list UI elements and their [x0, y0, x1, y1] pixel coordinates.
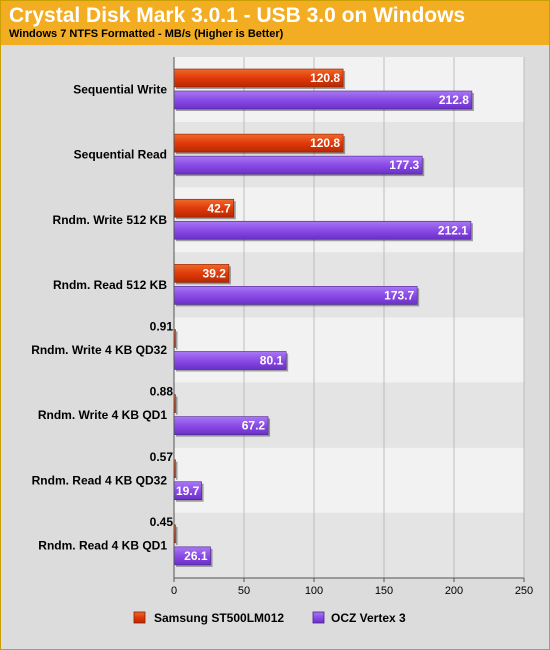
category-bands — [174, 57, 524, 578]
bar-shadow — [176, 461, 178, 480]
category-band — [174, 447, 524, 513]
category-band — [174, 57, 524, 123]
bar-shadow — [176, 396, 178, 415]
bar-value-label: 0.91 — [150, 320, 174, 334]
x-tick-label: 150 — [375, 585, 393, 597]
bars: Sequential Write 120.8 212.8 Sequential Rea… — [31, 68, 474, 567]
x-tick-label: 250 — [515, 585, 533, 597]
x-tick-label: 100 — [305, 585, 323, 597]
category-label: Rndm. Read 512 KB — [53, 278, 167, 292]
chart-subtitle: Windows 7 NTFS Formatted - MB/s (Higher … — [9, 28, 284, 40]
bar-ocz-vertex-3 — [173, 155, 423, 175]
bar-value-label: 42.7 — [207, 201, 231, 215]
category-band — [174, 382, 524, 448]
category-band — [174, 252, 524, 318]
bar-value-label: 212.1 — [438, 223, 468, 237]
category-label: Rndm. Write 512 KB — [53, 213, 168, 227]
bar-value-label: 19.7 — [176, 484, 200, 498]
category-band — [174, 317, 524, 383]
x-tick-label: 50 — [238, 585, 250, 597]
category-label: Rndm. Write 4 KB QD32 — [31, 343, 167, 357]
category-band — [174, 187, 524, 253]
bar-value-label: 212.8 — [439, 93, 469, 107]
legend-label: Samsung ST500LM012 — [154, 611, 284, 625]
bar-value-label: 0.88 — [150, 385, 174, 399]
bar-value-label: 0.57 — [150, 450, 174, 464]
bar-ocz-vertex-3 — [173, 286, 418, 305]
x-tick-label: 0 — [171, 585, 177, 597]
bar-shadow — [176, 526, 178, 545]
chart-header: Crystal Disk Mark 3.0.1 - USB 3.0 on Win… — [1, 1, 549, 45]
bar-value-label: 39.2 — [203, 266, 227, 280]
bar-value-label: 173.7 — [384, 288, 414, 302]
bar-value-label: 0.45 — [150, 515, 174, 529]
x-tick-label: 200 — [445, 585, 463, 597]
category-label: Rndm. Read 4 KB QD32 — [32, 473, 168, 487]
bar-shadow — [176, 331, 178, 350]
category-label: Sequential Read — [74, 148, 167, 162]
category-band — [174, 512, 524, 578]
bar-value-label: 26.1 — [184, 549, 208, 563]
category-label: Rndm. Read 4 KB QD1 — [38, 538, 167, 552]
category-label: Sequential Write — [73, 83, 167, 97]
legend-swatch — [312, 611, 325, 624]
bar-ocz-vertex-3 — [173, 220, 472, 240]
bar-value-label: 120.8 — [310, 71, 340, 85]
bar-value-label: 67.2 — [242, 419, 266, 433]
bar-value-label: 120.8 — [310, 136, 340, 150]
legend-label: OCZ Vertex 3 — [331, 611, 406, 625]
category-label: Rndm. Write 4 KB QD1 — [38, 408, 167, 422]
legend-swatch — [133, 611, 146, 624]
chart-title: Crystal Disk Mark 3.0.1 - USB 3.0 on Win… — [9, 4, 466, 27]
bar-ocz-vertex-3 — [173, 90, 473, 110]
bar-value-label: 80.1 — [260, 354, 284, 368]
bar-value-label: 177.3 — [389, 158, 419, 172]
legend: Samsung ST500LM012 OCZ Vertex 3 — [133, 611, 406, 625]
category-band — [174, 122, 524, 188]
x-axis: 0 50 100 150 200 250 — [171, 57, 533, 597]
